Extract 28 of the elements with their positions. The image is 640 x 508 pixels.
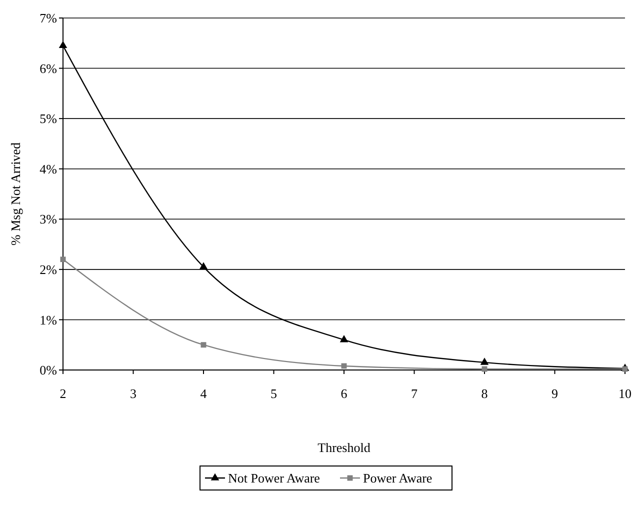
point xyxy=(199,262,208,270)
legend-label: Not Power Aware xyxy=(228,470,320,486)
y-tick-label: 7% xyxy=(40,10,58,26)
x-tick-label: 6 xyxy=(340,386,348,401)
x-tick-label: 5 xyxy=(270,386,277,401)
y-tick-label: 4% xyxy=(40,161,58,176)
y-tick-label: 5% xyxy=(40,111,58,126)
y-axis-title: % Msg Not Arrived xyxy=(8,142,23,246)
x-tick-label: 4 xyxy=(200,386,208,401)
y-tick-label: 6% xyxy=(40,60,58,76)
point xyxy=(58,40,68,48)
x-tick-label: 8 xyxy=(481,386,488,401)
y-tick-label: 3% xyxy=(40,212,58,227)
x-tick-label: 9 xyxy=(552,386,558,401)
legend-label: Power Aware xyxy=(363,470,432,486)
y-tick-label: 2% xyxy=(40,262,58,277)
y-tick-label: 1% xyxy=(40,312,58,328)
x-tick-label: 2 xyxy=(60,386,66,401)
point xyxy=(340,335,348,342)
y-tick-label: 0% xyxy=(40,362,58,378)
x-tick-label: 7 xyxy=(411,386,418,401)
point xyxy=(200,342,206,348)
point xyxy=(341,363,347,369)
point xyxy=(60,256,66,262)
x-tick-label: 3 xyxy=(130,386,136,401)
x-tick-label: 10 xyxy=(618,386,632,401)
x-axis-title: Threshold xyxy=(318,440,371,455)
point xyxy=(480,358,489,365)
